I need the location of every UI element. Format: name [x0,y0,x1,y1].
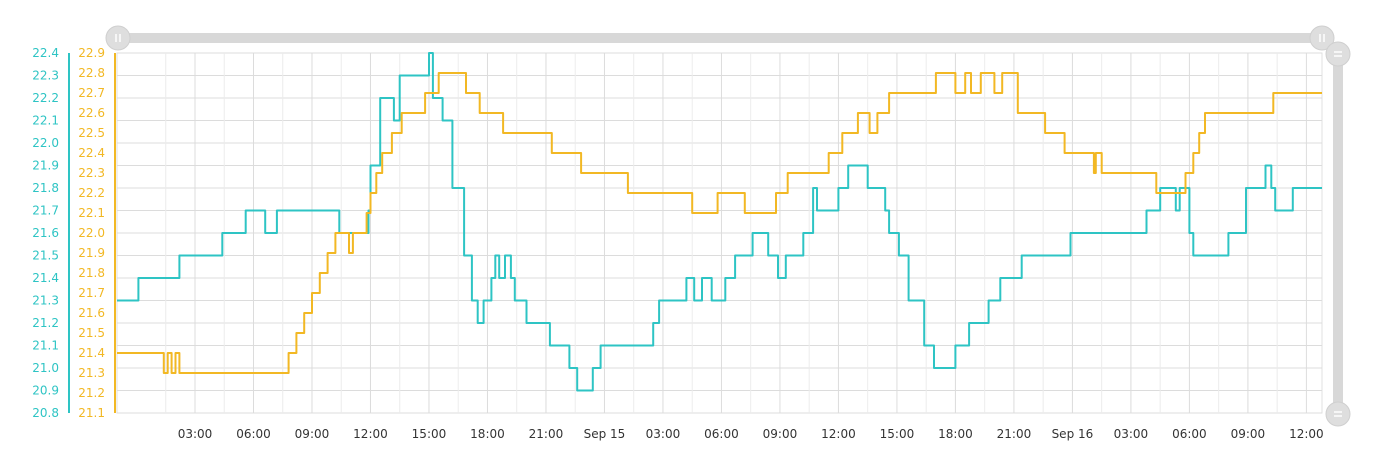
y-tick-label: 22.3 [78,166,105,180]
y-tick-label: 21.0 [32,361,59,375]
series [117,52,1322,392]
y-tick-label: 22.2 [78,186,105,200]
y-tick-label: 21.1 [78,406,105,420]
y-tick-label: 22.6 [78,106,105,120]
y-tick-label: 21.7 [78,286,105,300]
y-tick-label: 22.5 [78,126,105,140]
x-tick-label: 12:00 [1289,427,1324,441]
x-tick-label: 09:00 [295,427,330,441]
x-tick-label: 03:00 [646,427,681,441]
y-tick-label: 22.9 [78,46,105,60]
y-tick-label: 22.4 [32,46,59,60]
y-tick-label: 21.5 [32,249,59,263]
y-tick-label: 21.4 [32,271,59,285]
y-tick-label: 21.3 [78,366,105,380]
y-tick-label: 21.8 [32,181,59,195]
range-selector[interactable] [105,25,1351,427]
y-tick-label: 21.8 [78,266,105,280]
y-tick-label: 21.1 [32,339,59,353]
x-tick-label: 06:00 [704,427,739,441]
x-tick-label: 09:00 [1231,427,1266,441]
v-scroll-handle-0[interactable] [1325,41,1351,67]
y-tick-label: 22.1 [78,206,105,220]
y-tick-label: 21.9 [78,246,105,260]
vertical-scrollbar-track[interactable] [1333,54,1343,414]
y-tick-label: 21.2 [78,386,105,400]
h-scroll-handle-1[interactable] [1309,25,1335,51]
x-tick-label: 18:00 [470,427,505,441]
x-tick-label: 21:00 [529,427,564,441]
y-tick-label: 22.3 [32,69,59,83]
x-tick-label: 12:00 [821,427,856,441]
x-tick-label: 18:00 [938,427,973,441]
x-tick-label: 15:00 [880,427,915,441]
y-tick-label: 22.1 [32,114,59,128]
y-tick-label: 21.6 [32,226,59,240]
y-tick-label: 22.0 [78,226,105,240]
grid [116,52,1323,414]
x-tick-label: 15:00 [412,427,447,441]
x-tick-label: 09:00 [763,427,798,441]
y-tick-label: 22.0 [32,136,59,150]
y-tick-label: 22.8 [78,66,105,80]
y-tick-label: 21.7 [32,204,59,218]
x-tick-label: Sep 16 [1052,427,1094,441]
v-scroll-handle-1[interactable] [1325,401,1351,427]
series-line-1 [117,72,1322,374]
y-tick-label: 22.2 [32,91,59,105]
y-tick-label: 20.8 [32,406,59,420]
y-tick-label: 21.3 [32,294,59,308]
y-tick-label: 21.4 [78,346,105,360]
y-tick-label: 21.6 [78,306,105,320]
x-tick-label: Sep 15 [584,427,626,441]
x-tick-label: 06:00 [236,427,271,441]
axes: 03:00 06:00 09:00 12:00 15:00 18:00 21:00 Sep 1… [32,46,1323,441]
x-tick-label: 03:00 [178,427,213,441]
x-tick-label: 06:00 [1172,427,1207,441]
x-tick-label: 03:00 [1114,427,1149,441]
series-line-0 [117,52,1322,392]
h-scroll-handle-0[interactable] [105,25,131,51]
y-tick-label: 21.9 [32,159,59,173]
x-tick-label: 21:00 [997,427,1032,441]
y-tick-label: 22.4 [78,146,105,160]
horizontal-scrollbar-track[interactable] [118,33,1322,43]
y-tick-label: 20.9 [32,384,59,398]
x-tick-label: 12:00 [353,427,388,441]
y-tick-label: 21.2 [32,316,59,330]
y-tick-label: 22.7 [78,86,105,100]
y-tick-label: 21.5 [78,326,105,340]
